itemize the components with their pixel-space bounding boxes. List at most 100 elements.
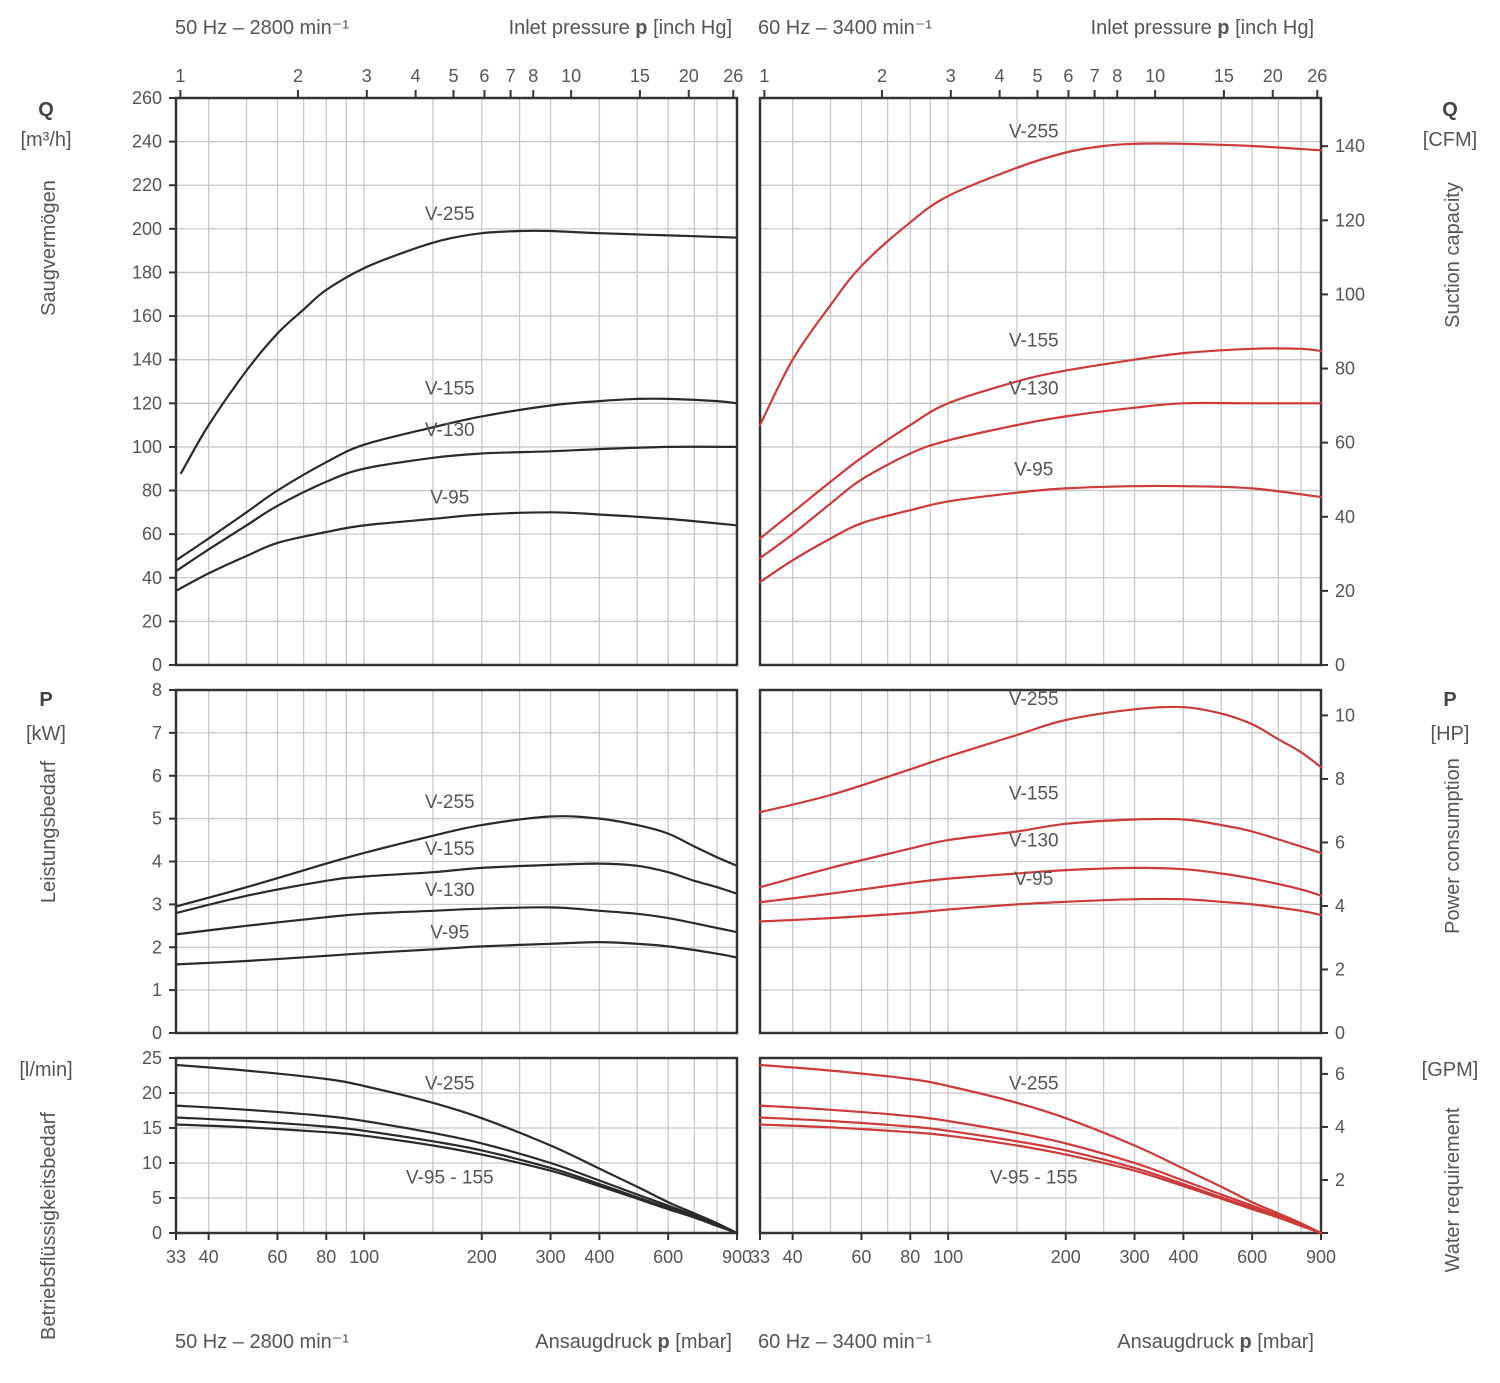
series-line-v-155 bbox=[174, 862, 739, 915]
x-tick-label: 400 bbox=[1168, 1247, 1198, 1267]
inlet-tick-label: 8 bbox=[528, 66, 538, 86]
series-label: V-95 - 155 bbox=[990, 1167, 1078, 1188]
y-tick-label: 10 bbox=[142, 1153, 162, 1173]
inlet-suffix: [inch Hg] bbox=[1230, 17, 1314, 39]
series-label: V-155 bbox=[425, 379, 475, 400]
header-freq-60hz: 60 Hz – 3400 min⁻¹ bbox=[758, 17, 932, 39]
unit-hp: [HP] bbox=[1431, 723, 1470, 745]
x-tick-label: 40 bbox=[783, 1247, 803, 1267]
y-tick-label: 5 bbox=[152, 809, 162, 829]
y-tick-label: 40 bbox=[142, 568, 162, 588]
x-tick-label: 900 bbox=[1306, 1247, 1336, 1267]
secondary-y-tick-label: 20 bbox=[1335, 581, 1355, 601]
x-tick-label: 60 bbox=[267, 1247, 287, 1267]
inlet-tick-label: 2 bbox=[293, 66, 303, 86]
panel-p60: 0 2 4 6 8 10 V-255 V-155 V-130 V-95 bbox=[758, 688, 1355, 1043]
series-label: V-255 bbox=[425, 1074, 475, 1095]
unit-lmin: [l/min] bbox=[19, 1059, 72, 1081]
panel-q60: 0 20 40 60 80 100 120 140 1 2 3 4 5 6 7 8 10 15 20 26 V-255 V… bbox=[758, 66, 1365, 675]
y-tick-label: 8 bbox=[152, 680, 162, 700]
series-line-v-155 bbox=[758, 347, 1323, 540]
secondary-y-tick-label: 4 bbox=[1335, 896, 1345, 916]
y-tick-label: 240 bbox=[132, 132, 162, 152]
y-tick-label: 20 bbox=[142, 1083, 162, 1103]
betriebsfluessigkeitsbedarf-label: Betriebsflüssigkeitsbedarf bbox=[38, 1112, 60, 1340]
secondary-y-tick-label: 80 bbox=[1335, 359, 1355, 379]
ansaug-prefix: Ansaugdruck bbox=[1117, 1331, 1239, 1353]
y-tick-label: 80 bbox=[142, 481, 162, 501]
secondary-y-tick-label: 2 bbox=[1335, 1170, 1345, 1190]
unit-gpm: [GPM] bbox=[1422, 1059, 1479, 1081]
inlet-bold: p bbox=[635, 17, 647, 39]
y-tick-label: 0 bbox=[152, 655, 162, 675]
y-tick-label: 160 bbox=[132, 306, 162, 326]
inlet-tick-label: 7 bbox=[1090, 66, 1100, 86]
series-label: V-95 bbox=[1014, 869, 1053, 890]
secondary-y-tick-label: 4 bbox=[1335, 1117, 1345, 1137]
series-label: V-255 bbox=[1009, 121, 1059, 142]
y-tick-label: 140 bbox=[132, 350, 162, 370]
inlet-tick-label: 3 bbox=[946, 66, 956, 86]
panel-w60: 2 4 6 33 40 60 80 100 200 300 400 600 900 V-255 V-95 -… bbox=[750, 1056, 1345, 1267]
series-label: V-95 - 155 bbox=[406, 1167, 494, 1188]
inlet-tick-label: 1 bbox=[175, 66, 185, 86]
panel-frame bbox=[758, 96, 1323, 667]
inlet-tick-label: 10 bbox=[1145, 66, 1165, 86]
inlet-tick-label: 15 bbox=[1214, 66, 1234, 86]
y-tick-label: 4 bbox=[152, 852, 162, 872]
series-line-v-255 bbox=[180, 229, 739, 475]
y-tick-label: 260 bbox=[132, 88, 162, 108]
x-tick-label: 100 bbox=[349, 1247, 379, 1267]
inlet-tick-label: 2 bbox=[877, 66, 887, 86]
inlet-tick-label: 3 bbox=[362, 66, 372, 86]
series-label: V-95 bbox=[1014, 459, 1053, 480]
series-label: V-130 bbox=[1009, 379, 1059, 400]
series-line-v-255 bbox=[758, 705, 1323, 814]
series-line-v-130 bbox=[174, 906, 739, 936]
p-symbol-left: P bbox=[39, 689, 52, 711]
inlet-tick-label: 26 bbox=[1307, 66, 1327, 86]
ansaug-prefix: Ansaugdruck bbox=[535, 1331, 657, 1353]
water-requirement-label: Water requirement bbox=[1442, 1107, 1464, 1272]
secondary-y-tick-label: 2 bbox=[1335, 959, 1345, 979]
panel-frame bbox=[174, 96, 739, 667]
y-tick-label: 3 bbox=[152, 894, 162, 914]
inlet-tick-label: 7 bbox=[506, 66, 516, 86]
x-tick-label: 200 bbox=[467, 1247, 497, 1267]
q-symbol-right: Q bbox=[1442, 99, 1458, 121]
secondary-y-tick-label: 8 bbox=[1335, 769, 1345, 789]
y-tick-label: 25 bbox=[142, 1048, 162, 1068]
secondary-y-tick-label: 40 bbox=[1335, 507, 1355, 527]
inlet-tick-label: 6 bbox=[1063, 66, 1073, 86]
inlet-tick-label: 8 bbox=[1112, 66, 1122, 86]
series-label: V-155 bbox=[1009, 331, 1059, 352]
series-label: V-255 bbox=[1009, 689, 1059, 710]
ansaug-bold: p bbox=[1240, 1331, 1252, 1353]
series-line-v-95 bbox=[174, 511, 739, 592]
panel-frame bbox=[758, 688, 1323, 1035]
inlet-bold: p bbox=[1217, 17, 1229, 39]
secondary-y-tick-label: 60 bbox=[1335, 433, 1355, 453]
y-tick-label: 5 bbox=[152, 1188, 162, 1208]
footer-freq-50hz: 50 Hz – 2800 min⁻¹ bbox=[175, 1331, 349, 1353]
y-tick-label: 180 bbox=[132, 262, 162, 282]
footer-freq-60hz: 60 Hz – 3400 min⁻¹ bbox=[758, 1331, 932, 1353]
series-line-v-155 bbox=[758, 1104, 1323, 1235]
panel-frame bbox=[174, 688, 739, 1035]
x-tick-label: 80 bbox=[900, 1247, 920, 1267]
x-tick-label: 400 bbox=[584, 1247, 614, 1267]
x-tick-label: 900 bbox=[722, 1247, 752, 1267]
header-freq-50hz: 50 Hz – 2800 min⁻¹ bbox=[175, 17, 349, 39]
secondary-y-tick-label: 120 bbox=[1335, 210, 1365, 230]
series-line-v-130 bbox=[174, 445, 739, 573]
series-line-v-130 bbox=[758, 866, 1323, 904]
series-line-v-255 bbox=[758, 1063, 1323, 1235]
footer-ansaugdruck-right: Ansaugdruck p [mbar] bbox=[1117, 1331, 1314, 1353]
y-tick-label: 1 bbox=[152, 980, 162, 1000]
x-tick-label: 600 bbox=[1237, 1247, 1267, 1267]
y-tick-label: 7 bbox=[152, 723, 162, 743]
panel-frame bbox=[174, 1056, 739, 1235]
panel-frame bbox=[758, 1056, 1323, 1235]
